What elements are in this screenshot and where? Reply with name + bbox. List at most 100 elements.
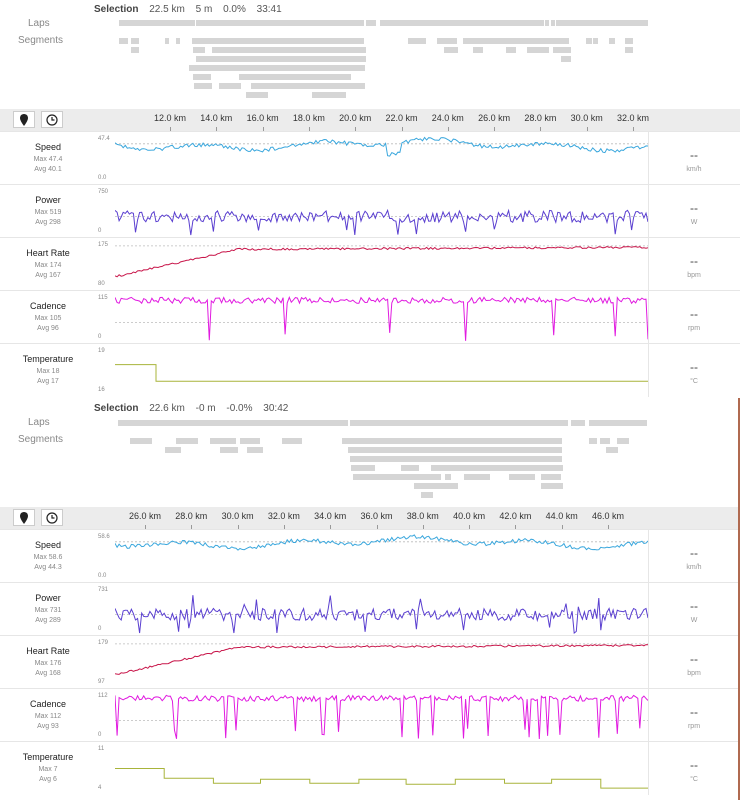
segment-bar[interactable] [527, 47, 549, 53]
segment-bar[interactable] [541, 483, 563, 489]
axis-min-label: 0.0 [98, 175, 107, 181]
segment-bar[interactable] [165, 447, 181, 453]
laps-segments-track[interactable] [0, 400, 740, 506]
segment-bar[interactable] [189, 65, 365, 71]
segment-bar[interactable] [318, 56, 354, 62]
lap-bar[interactable] [350, 420, 568, 426]
segment-bar[interactable] [246, 92, 268, 98]
segment-bar[interactable] [130, 438, 152, 444]
lap-bar[interactable] [571, 420, 585, 426]
segment-bar[interactable] [444, 47, 458, 53]
segment-bar[interactable] [625, 38, 633, 44]
segment-bar[interactable] [268, 74, 322, 80]
lap-bar[interactable] [380, 20, 544, 26]
axis-max-label: 179 [98, 640, 109, 646]
segment-bar[interactable] [401, 465, 419, 471]
metric-plot[interactable] [115, 187, 648, 236]
segment-bar[interactable] [192, 38, 364, 44]
metric-plot[interactable] [115, 532, 648, 581]
segment-bar[interactable] [193, 47, 205, 53]
lap-bar[interactable] [196, 20, 364, 26]
segment-bar[interactable] [609, 38, 615, 44]
lap-bar[interactable] [118, 420, 348, 426]
segment-bar[interactable] [350, 456, 562, 462]
segment-bar[interactable] [312, 92, 346, 98]
segment-bar[interactable] [408, 38, 426, 44]
segment-bar[interactable] [473, 47, 483, 53]
segment-bar[interactable] [131, 38, 139, 44]
lap-bar[interactable] [366, 20, 376, 26]
segment-bar[interactable] [247, 447, 263, 453]
segment-bar[interactable] [176, 38, 180, 44]
segment-bar[interactable] [414, 483, 458, 489]
axis-max-label: 19 [98, 348, 105, 354]
metric-plot[interactable] [115, 346, 648, 395]
lap-bar[interactable] [119, 20, 195, 26]
axis-max-label: 58.6 [98, 534, 110, 540]
lap-bar[interactable] [545, 20, 549, 26]
segment-bar[interactable] [165, 38, 169, 44]
segment-bar[interactable] [541, 474, 561, 480]
segment-bar[interactable] [561, 56, 571, 62]
segment-bar[interactable] [463, 38, 569, 44]
segment-bar[interactable] [251, 83, 365, 89]
metric-plot[interactable] [115, 134, 648, 183]
segment-bar[interactable] [464, 474, 490, 480]
metric-unit: km/h [686, 166, 702, 173]
segment-bar[interactable] [506, 47, 516, 53]
segment-bar[interactable] [193, 74, 211, 80]
segment-bar[interactable] [196, 56, 366, 62]
segment-bar[interactable] [353, 474, 441, 480]
laps-segments-track[interactable] [0, 0, 740, 108]
selection-duration: 30:42 [263, 403, 289, 414]
segment-bar[interactable] [617, 438, 629, 444]
metric-unit: W [690, 617, 698, 624]
segment-bar[interactable] [282, 438, 302, 444]
segment-bar[interactable] [437, 38, 457, 44]
segment-bar[interactable] [220, 447, 238, 453]
segment-bar[interactable] [625, 47, 633, 53]
metric-line [115, 534, 648, 551]
lap-bar[interactable] [551, 20, 555, 26]
map-pin-icon[interactable] [13, 111, 35, 128]
axis-min-label: 0 [98, 732, 102, 738]
segment-bar[interactable] [509, 474, 535, 480]
segment-bar[interactable] [212, 47, 366, 53]
segment-bar[interactable] [131, 47, 139, 53]
segment-bar[interactable] [219, 83, 241, 89]
segment-bar[interactable] [606, 447, 618, 453]
metric-current-value: -- [690, 201, 698, 215]
segment-bar[interactable] [421, 492, 433, 498]
distance-tick-mark [494, 127, 496, 131]
segment-bar[interactable] [240, 438, 260, 444]
segment-bar[interactable] [210, 438, 236, 444]
segment-bar[interactable] [553, 47, 571, 53]
map-pin-icon[interactable] [13, 509, 35, 526]
metric-plot[interactable] [115, 293, 648, 342]
segment-bar[interactable] [176, 438, 198, 444]
metric-plot[interactable] [115, 585, 648, 634]
metric-plot[interactable] [115, 240, 648, 289]
segment-bar[interactable] [600, 438, 610, 444]
segment-bar[interactable] [348, 447, 562, 453]
segment-bar[interactable] [589, 438, 597, 444]
segment-bar[interactable] [119, 38, 128, 44]
clock-icon[interactable] [41, 509, 63, 526]
metric-plot[interactable] [115, 744, 648, 793]
axis-min-label: 80 [98, 281, 105, 287]
metric-plot[interactable] [115, 638, 648, 687]
segment-bar[interactable] [351, 465, 375, 471]
lap-bar[interactable] [556, 20, 648, 26]
clock-icon[interactable] [41, 111, 63, 128]
selection-grade: -0.0% [226, 403, 253, 414]
axis-min-label: 97 [98, 679, 105, 685]
segment-bar[interactable] [431, 465, 563, 471]
segment-bar[interactable] [194, 83, 212, 89]
segment-bar[interactable] [342, 438, 562, 444]
distance-tick-mark [401, 127, 403, 131]
segment-bar[interactable] [593, 38, 598, 44]
lap-bar[interactable] [589, 420, 647, 426]
segment-bar[interactable] [586, 38, 592, 44]
metric-plot[interactable] [115, 691, 648, 740]
segment-bar[interactable] [445, 474, 451, 480]
